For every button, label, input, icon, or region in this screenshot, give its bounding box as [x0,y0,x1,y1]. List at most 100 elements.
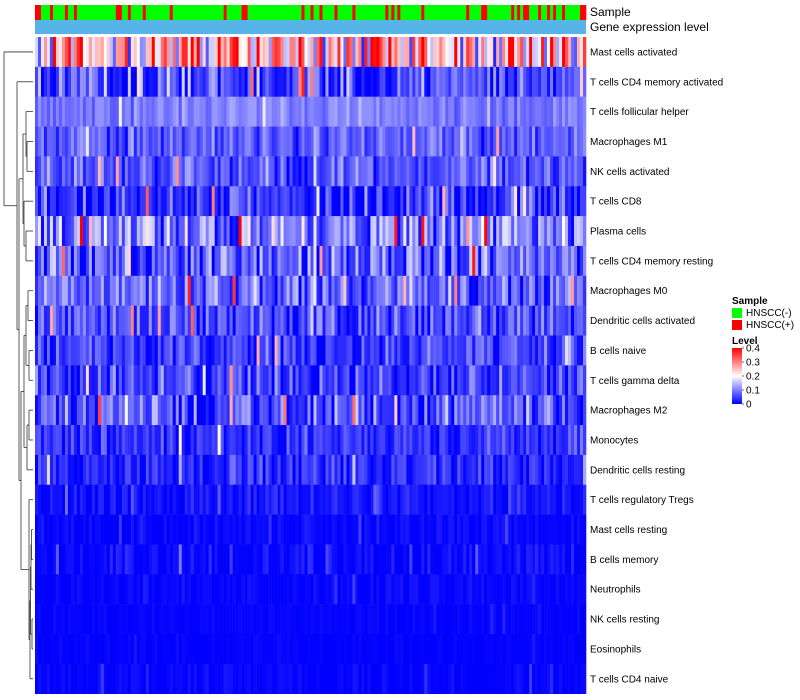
heatmap-cell [493,126,497,157]
heatmap-cell [508,126,512,157]
heatmap-cell [433,365,437,396]
heatmap-cell [217,365,221,396]
heatmap-cell [502,365,506,396]
heatmap-cell [160,484,165,515]
heatmap-cell [76,425,81,456]
heatmap-cell [391,66,395,97]
heatmap-cell [364,245,368,277]
heatmap-cell [292,96,296,127]
heatmap-cell [541,574,545,605]
heatmap-cell [106,37,111,68]
heatmap-cell [313,365,317,396]
heatmap-cell [433,425,437,456]
heatmap-cell [91,365,96,396]
heatmap-cell [142,66,147,97]
heatmap-cell [337,275,341,306]
heatmap-cell [556,425,560,456]
heatmap-cell [328,544,332,575]
heatmap-cell [487,574,491,605]
heatmap-cell [166,275,171,306]
heatmap-cell [388,454,392,486]
heatmap-cell [469,663,473,694]
heatmap-cell [448,395,452,426]
heatmap-cell [394,454,398,486]
heatmap-cell [148,37,153,68]
heatmap-cell [430,663,434,694]
heatmap-cell [226,126,230,157]
heatmap-cell [97,454,102,486]
heatmap-cell [259,395,263,426]
heatmap-cell [247,96,251,127]
heatmap-cell [475,544,479,575]
heatmap-cell [64,245,69,277]
heatmap-cell [40,544,45,575]
heatmap-cell [268,574,272,605]
heatmap-cell [301,484,305,515]
heatmap-cell [415,335,419,366]
heatmap-cell [472,186,476,217]
heatmap-cell [388,216,392,247]
heatmap-cell [475,604,479,635]
heatmap-cell [52,96,57,127]
heatmap-cell [205,634,209,665]
heatmap-cell [415,305,419,336]
sample-annotation-cell [175,5,180,20]
heatmap-cell [58,37,63,68]
heatmap-cell [391,634,395,665]
heatmap-cell [262,365,266,396]
heatmap-cell [298,544,302,575]
heatmap-cell [331,216,335,247]
heatmap-cell [490,66,494,97]
heatmap-cell [511,604,515,635]
heatmap-cell [193,514,197,545]
heatmap-cell [499,425,503,456]
heatmap-cell [232,156,236,187]
heatmap-cell [505,484,509,515]
heatmap-cell [346,484,350,515]
heatmap-cell [571,574,575,605]
heatmap-cell [496,156,500,187]
heatmap-cell [157,126,162,157]
sample-annotation-cell [295,5,299,20]
heatmap-cell [316,335,320,366]
heatmap-cell [274,395,278,426]
heatmap-cell [358,365,362,396]
heatmap-cell [244,395,248,426]
heatmap-cell [328,663,332,694]
heatmap-cell [250,514,254,545]
heatmap-cell [400,574,404,605]
sample-annotation-cell [76,5,81,20]
heatmap-cell [346,663,350,694]
heatmap-cell [247,186,251,217]
heatmap-cell [547,514,551,545]
heatmap-cell [58,574,63,605]
heatmap-cell [355,245,359,277]
heatmap-cell [583,425,587,456]
heatmap-cell [322,275,326,306]
heatmap-cell [376,126,380,157]
heatmap-cell [580,574,584,605]
heatmap-cell [337,544,341,575]
heatmap-cell [544,604,548,635]
heatmap-cell [292,126,296,157]
heatmap-cell [337,96,341,127]
heatmap-cell [328,335,332,366]
heatmap-cell [292,245,296,277]
heatmap-cell [367,604,371,635]
sample-annotation-cell [199,5,203,20]
heatmap-cell [574,425,578,456]
heatmap-cell [85,245,90,277]
heatmap-cell [130,96,135,127]
heatmap-cell [103,365,108,396]
heatmap-cell [124,395,129,426]
heatmap-cell [115,544,120,575]
heatmap-cell [283,425,287,456]
heatmap-cell [205,126,209,157]
sample-annotation-cell [298,5,302,20]
heatmap-cell [157,186,162,217]
sample-annotation-cell [262,5,266,20]
heatmap-cell [262,37,266,68]
heatmap-cell [262,604,266,635]
heatmap-cell [154,454,159,486]
sample-annotation-cell [568,5,572,20]
